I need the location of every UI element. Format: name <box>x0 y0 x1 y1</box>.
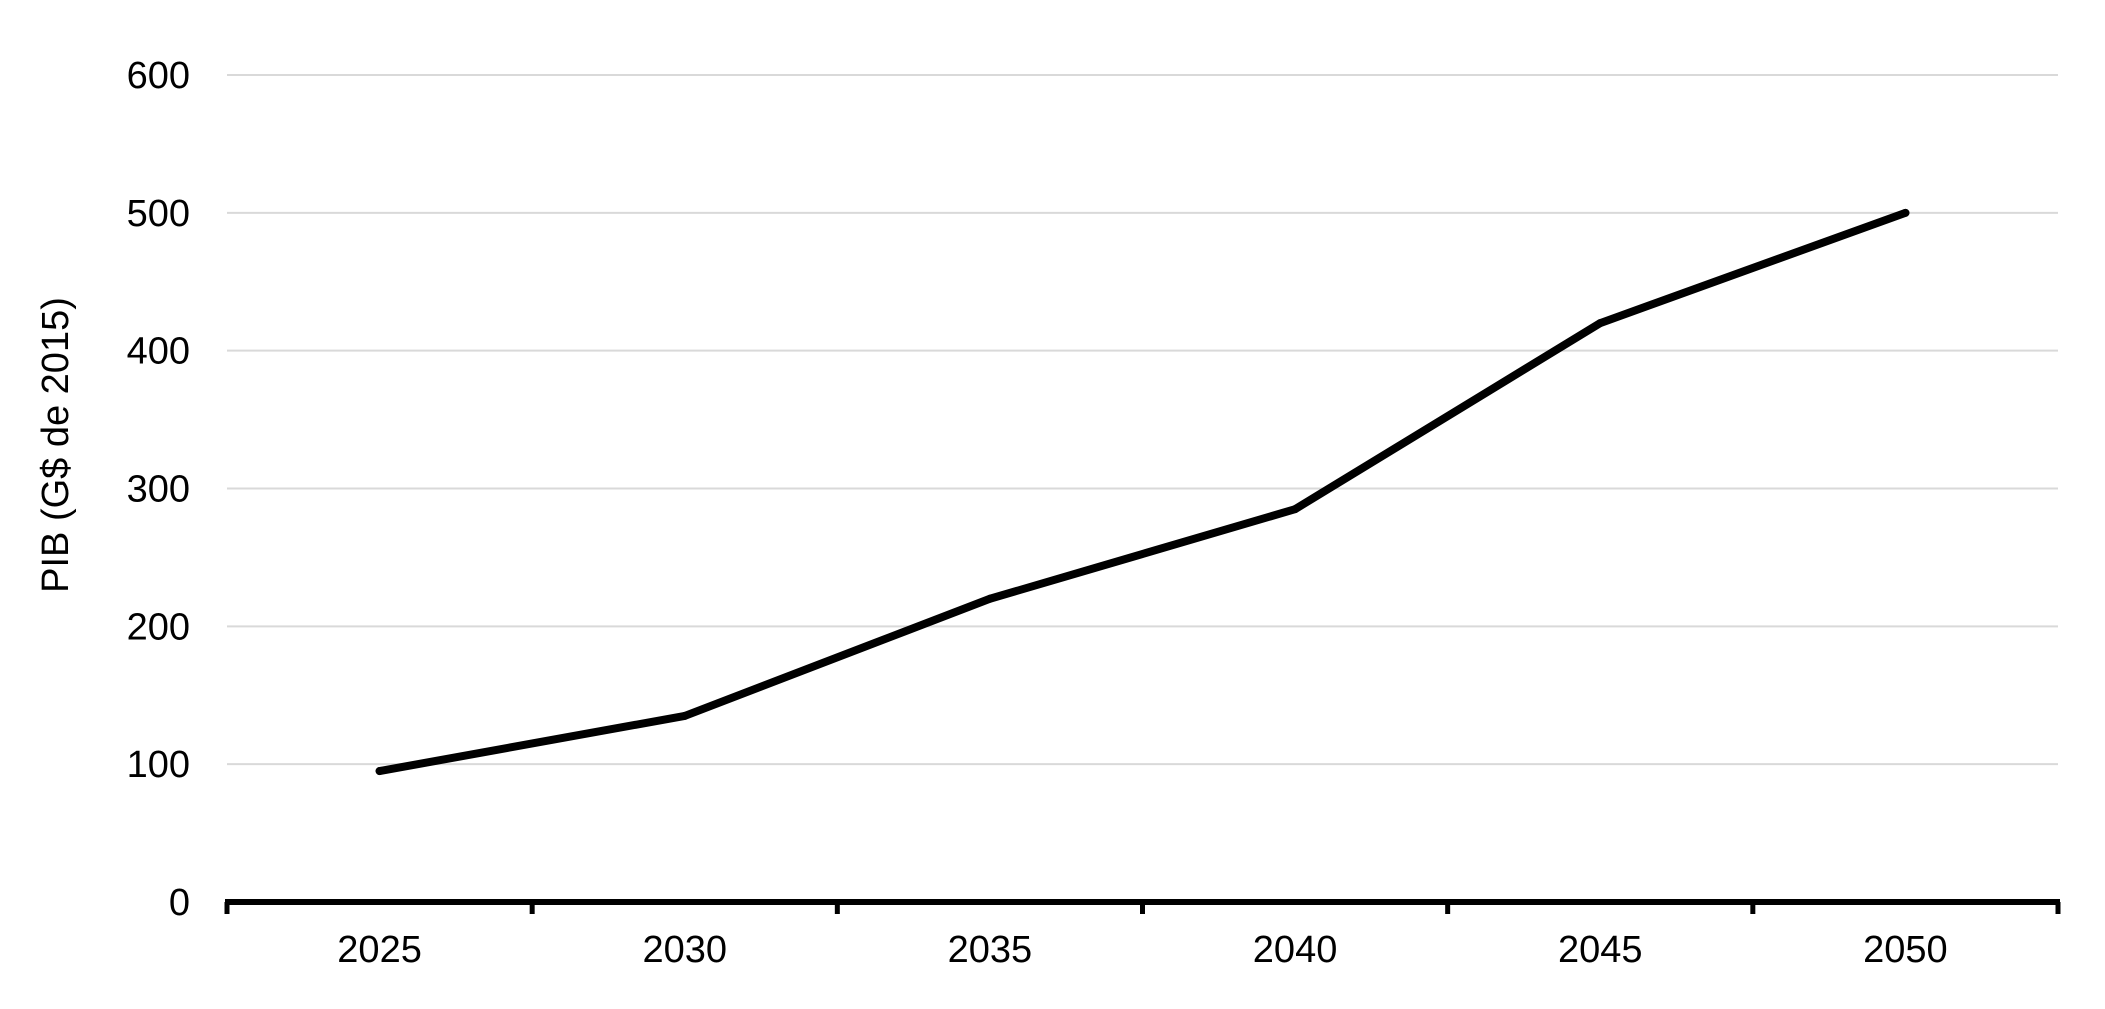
data-point <box>1291 505 1300 514</box>
y-tick-label: 600 <box>127 55 190 97</box>
x-tick-label: 2030 <box>642 929 727 971</box>
x-tick-label: 2035 <box>948 929 1033 971</box>
x-tick-label: 2025 <box>337 929 422 971</box>
x-tick-label: 2050 <box>1863 929 1948 971</box>
data-point <box>375 767 384 776</box>
y-tick-label: 100 <box>127 744 190 786</box>
series-layer <box>375 208 1910 776</box>
data-point <box>985 594 994 603</box>
x-axis <box>224 899 2061 914</box>
x-tick-label: 2045 <box>1558 929 1643 971</box>
y-tick-label: 200 <box>127 606 190 648</box>
data-point <box>1901 208 1910 217</box>
x-tick-label: 2040 <box>1253 929 1338 971</box>
y-tick-label: 500 <box>127 193 190 235</box>
series-line <box>375 208 1910 776</box>
data-point <box>1596 319 1605 328</box>
x-axis-tick-labels: 2025 2030 2035 2040 2045 2050 <box>337 929 1947 971</box>
data-point <box>680 711 689 720</box>
y-axis-title: PIB (G$ de 2015) <box>35 297 77 593</box>
y-axis-tick-labels: 0 100 200 300 400 500 600 <box>127 55 190 924</box>
y-tick-label: 300 <box>127 469 190 511</box>
y-tick-label: 400 <box>127 331 190 373</box>
gridlines <box>227 74 2058 766</box>
y-tick-label: 0 <box>169 882 190 924</box>
